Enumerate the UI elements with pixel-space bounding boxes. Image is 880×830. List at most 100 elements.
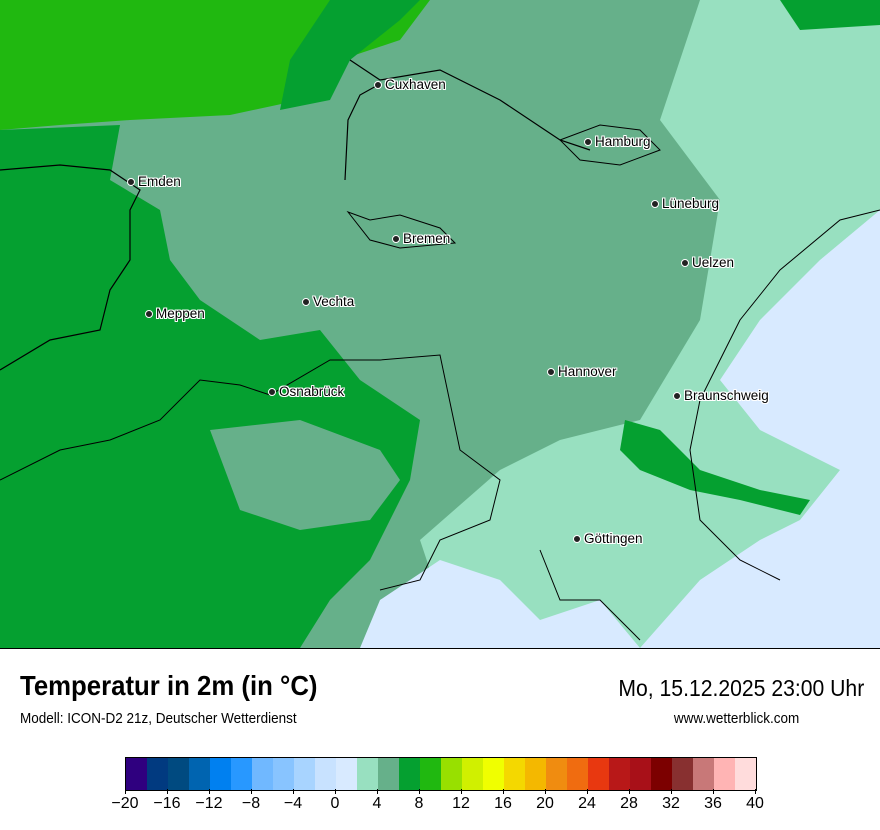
city-goettingen: Göttingen [573,531,643,546]
city-label: Uelzen [692,255,735,270]
colorbar-tick-label: 32 [662,795,680,812]
city-label: Emden [138,174,181,189]
colorbar-bin [525,758,546,790]
website: www.wetterblick.com [673,710,799,727]
colorbar-tick-label: 8 [414,795,424,812]
city-lueneburg: Lüneburg [651,196,719,211]
colorbar-tick-label: 36 [704,795,722,812]
region-southeast-0-2c [640,210,880,648]
colorbar-bin [420,758,441,790]
city-label: Bremen [403,231,451,246]
city-marker-icon [374,80,382,89]
city-hannover: Hannover [547,364,617,379]
colorbar-bin [357,758,378,790]
temperature-map [0,0,880,649]
city-marker-icon [651,199,659,208]
city-marker-icon [127,177,135,186]
colorbar-tick-label: 12 [452,795,470,812]
region-south-0-2c [360,560,640,648]
colorbar-bin [441,758,462,790]
colorbar-bin [588,758,609,790]
colorbar-tick-label: 16 [494,795,512,812]
colorbar-tick [125,789,126,794]
bremen-border [346,210,457,249]
colorbar-tick-label: 40 [746,795,764,812]
colorbar-tick-label: 4 [372,795,382,812]
colorbar-tick [209,789,210,794]
city-label: Hannover [558,364,617,379]
city-label: Hamburg [595,134,651,149]
colorbar-tick-label: 0 [330,795,340,812]
colorbar-bin [294,758,315,790]
colorbar-bin [315,758,336,790]
colorbar-bin [651,758,672,790]
map-title: Temperatur in 2m (in °C) [20,670,318,701]
colorbar-tick-label: −20 [111,795,139,812]
city-uelzen: Uelzen [681,255,734,270]
city-marker-icon [392,234,400,243]
colorbar-tick-label: 24 [578,795,596,812]
colorbar-tick [545,789,546,794]
colorbar-tick-label: 28 [620,795,638,812]
city-label: Cuxhaven [385,77,446,92]
colorbar-bin [126,758,147,790]
colorbar-tick [377,789,378,794]
colorbar-tick-label: −8 [241,795,261,812]
colorbar-bin [462,758,483,790]
colorbar-tick-label: −12 [195,795,223,812]
city-emden: Emden [127,174,181,189]
colorbar [125,757,757,791]
colorbar-tick [755,789,756,794]
coastline [0,59,591,371]
colorbar-tick [293,789,294,794]
city-braunschweig: Braunschweig [673,388,769,403]
city-label: Vechta [313,294,355,309]
hamburg-border [559,124,661,166]
city-marker-icon [584,137,592,146]
colorbar-tick-label: −16 [153,795,181,812]
colorbar-bin [231,758,252,790]
city-osnabrueck: Osnabrück [268,384,344,399]
colorbar-bin [168,758,189,790]
colorbar-bin [483,758,504,790]
colorbar-bin [630,758,651,790]
colorbar-tick [461,789,462,794]
colorbar-bin [273,758,294,790]
colorbar-bin [189,758,210,790]
region-east-2-4c [420,0,880,648]
colorbar-bin [672,758,693,790]
city-label: Meppen [156,306,205,321]
city-bremen: Bremen [392,231,450,246]
city-marker-icon [673,391,681,400]
colorbar-ticks: −20 −16 −12 −8 −4 0 4 8 12 16 20 24 28 32 36 40 [111,789,764,829]
colorbar-bin [693,758,714,790]
colorbar-bin [504,758,525,790]
colorbar-bin [399,758,420,790]
city-label: Lüneburg [662,196,720,211]
colorbar-tick [167,789,168,794]
colorbar-bin [567,758,588,790]
colorbar-tick [335,789,336,794]
city-vechta: Vechta [302,294,354,309]
colorbar-tick [671,789,672,794]
city-marker-icon [302,297,310,306]
state-border [0,209,880,641]
city-cuxhaven: Cuxhaven [374,77,446,92]
colorbar-tick-label: 20 [536,795,554,812]
colorbar-bin [378,758,399,790]
colorbar-bin [714,758,735,790]
region-coast-8-10c [280,0,420,110]
colorbar-bin [735,758,756,790]
colorbar-bin [210,758,231,790]
colorbar-bin [147,758,168,790]
region-harz-8-10c [620,420,810,515]
colorbar-bin [252,758,273,790]
city-marker-icon [681,258,689,267]
city-marker-icon [547,367,555,376]
colorbar-bin [336,758,357,790]
city-label: Osnabrück [279,384,345,399]
city-meppen: Meppen [145,306,205,321]
model-source: Modell: ICON-D2 21z, Deutscher Wetterdie… [20,710,297,727]
region-west-inner-6-8c [210,420,400,530]
colorbar-tick [419,789,420,794]
